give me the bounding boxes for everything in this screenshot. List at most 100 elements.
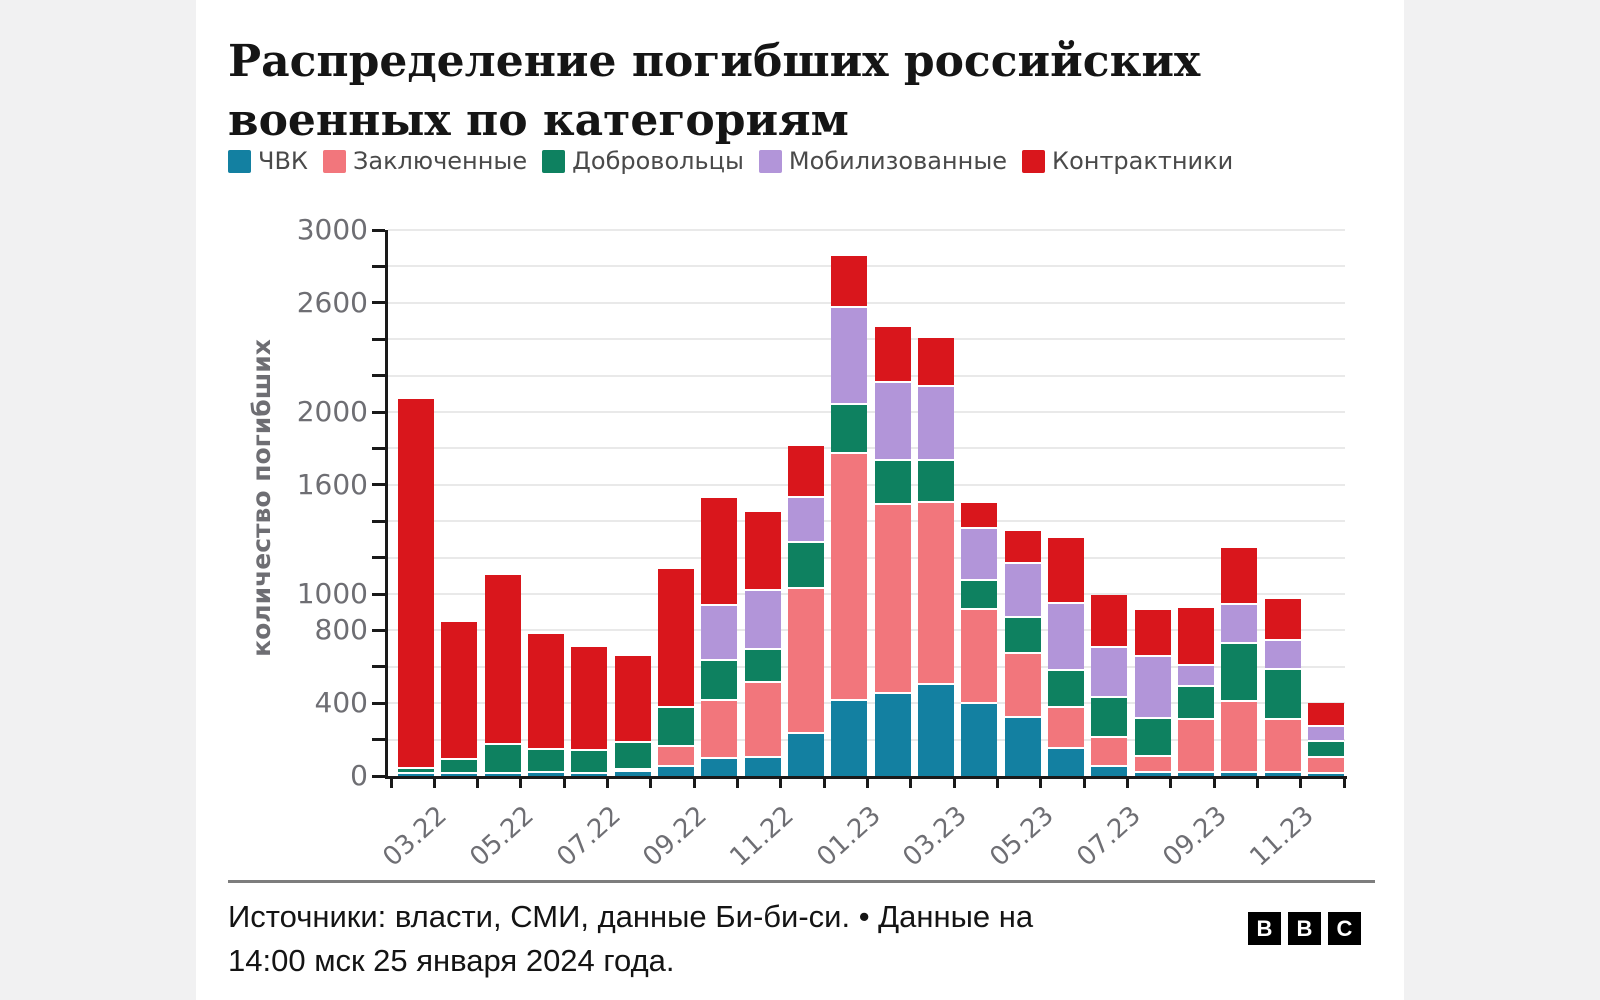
bar-segment-08.22-Добровольцы <box>614 743 651 770</box>
bar-segment-07.22-Контрактники <box>571 646 608 752</box>
x-tick-1 <box>432 776 436 788</box>
y-tick-1600 <box>372 483 385 487</box>
bar-segment-07.23-Контрактники <box>1091 594 1128 648</box>
bar-segment-09.23-Добровольцы <box>1177 686 1214 720</box>
bar-segment-11.23-Добровольцы <box>1264 669 1301 720</box>
y-tick-0 <box>372 774 385 778</box>
bar-segment-08.23-ЧВК <box>1134 773 1171 776</box>
bar-segment-12.22-Добровольцы <box>787 543 824 589</box>
bar-segment-11.23-Мобилизованные <box>1264 641 1301 670</box>
bar-segment-05.23-ЧВК <box>1004 717 1041 776</box>
bar-segment-09.23-Мобилизованные <box>1177 665 1214 687</box>
bar-segment-10.23-Добровольцы <box>1221 644 1258 703</box>
x-tick-17 <box>1126 776 1130 788</box>
bar-segment-05.23-Контрактники <box>1004 531 1041 564</box>
legend-item-0: ЧВК <box>228 149 308 173</box>
bar-segment-12.23-Мобилизованные <box>1307 726 1344 743</box>
bar-segment-09.22-Контрактники <box>657 569 694 708</box>
legend-label: Мобилизованные <box>788 147 1008 175</box>
x-axis-line <box>385 776 1347 779</box>
bar-segment-02.23-Заключенные <box>874 504 911 695</box>
x-tick-13 <box>952 776 956 788</box>
legend: ЧВК Заключенные Добровольцы Мобилизованные К… <box>228 149 1248 173</box>
bar-segment-12.23-ЧВК <box>1307 774 1344 776</box>
bar-segment-10.22-Контрактники <box>701 498 738 606</box>
source-note: Источники: власти, СМИ, данные Би-би-си.… <box>228 895 1208 983</box>
bar-11.22 <box>744 512 781 776</box>
bar-segment-12.23-Добровольцы <box>1307 742 1344 758</box>
bar-segment-01.23-Добровольцы <box>831 404 868 454</box>
bar-segment-12.22-Контрактники <box>787 445 824 498</box>
legend-label: Контрактники <box>1052 147 1234 175</box>
x-tick-15 <box>1039 776 1043 788</box>
bar-segment-09.23-Заключенные <box>1177 719 1214 774</box>
bar-segment-01.23-ЧВК <box>831 701 868 776</box>
y-tick-label-1000: 1000 <box>296 577 368 610</box>
y-tick-1400 <box>372 519 385 523</box>
bar-segment-07.23-Заключенные <box>1091 737 1128 767</box>
bar-segment-08.22-Заключенные <box>614 769 651 773</box>
bar-04.23 <box>961 503 998 776</box>
bar-05.23 <box>1004 531 1041 776</box>
bar-segment-10.22-ЧВК <box>701 758 738 776</box>
bar-segment-08.22-ЧВК <box>614 772 651 776</box>
bar-segment-09.23-ЧВК <box>1177 773 1214 776</box>
bar-segment-05.22-Контрактники <box>484 574 521 746</box>
bar-segment-07.23-Мобилизованные <box>1091 647 1128 698</box>
bar-segment-05.22-ЧВК <box>484 774 521 776</box>
y-tick-2400 <box>372 337 385 341</box>
bar-segment-06.22-Добровольцы <box>527 749 564 774</box>
bar-segment-04.23-Заключенные <box>961 610 998 705</box>
y-tick-2000 <box>372 410 385 414</box>
bar-02.23 <box>874 326 911 776</box>
bar-segment-06.23-Заключенные <box>1047 707 1084 749</box>
bar-segment-08.23-Добровольцы <box>1134 718 1171 757</box>
legend-swatch-icon <box>322 149 346 173</box>
x-tick-7 <box>692 776 696 788</box>
bar-segment-10.22-Заключенные <box>701 701 738 759</box>
x-tick-10 <box>822 776 826 788</box>
bar-segment-06.23-Контрактники <box>1047 537 1084 605</box>
chart-title-line2: военных по категориям <box>228 94 849 146</box>
bar-segment-01.23-Мобилизованные <box>831 308 868 405</box>
bar-segment-04.22-ЧВК <box>441 774 478 776</box>
bar-segment-05.23-Заключенные <box>1004 654 1041 718</box>
bar-10.22 <box>701 498 738 776</box>
y-tick-label-0: 0 <box>350 759 368 792</box>
gridline-y-3000 <box>388 229 1345 231</box>
bar-segment-03.23-ЧВК <box>917 685 954 776</box>
legend-item-1: Заключенные <box>322 149 527 173</box>
source-note-line2: 14:00 мск 25 января 2024 года. <box>228 943 675 979</box>
bar-segment-03.22-Контрактники <box>398 399 434 769</box>
bar-segment-03.22-Добровольцы <box>398 768 434 775</box>
bar-segment-06.22-Контрактники <box>527 634 564 750</box>
bar-03.23 <box>917 338 954 776</box>
bar-05.22 <box>484 574 521 776</box>
legend-swatch-icon <box>228 149 251 173</box>
x-tick-19 <box>1212 776 1216 788</box>
x-tick-4 <box>562 776 566 788</box>
bbc-logo-letter-2: C <box>1328 912 1361 945</box>
bar-08.22 <box>614 655 651 776</box>
bar-segment-01.23-Контрактники <box>831 256 868 309</box>
bar-segment-12.23-Заключенные <box>1307 757 1344 775</box>
bar-06.23 <box>1047 537 1084 776</box>
source-note-line1: Источники: власти, СМИ, данные Би-би-си.… <box>228 899 1034 934</box>
bar-segment-11.23-Контрактники <box>1264 599 1301 642</box>
y-tick-label-2000: 2000 <box>296 395 368 428</box>
x-tick-5 <box>606 776 610 788</box>
bar-segment-04.23-ЧВК <box>961 704 998 776</box>
bar-03.22 <box>398 399 434 776</box>
bar-segment-07.22-ЧВК <box>571 774 608 776</box>
chart-title: Распределение погибших российских военны… <box>228 33 1288 149</box>
y-tick-2600 <box>372 301 385 305</box>
bar-segment-02.23-Мобилизованные <box>874 382 911 462</box>
bar-segment-08.23-Заключенные <box>1134 756 1171 774</box>
y-tick-800 <box>372 628 385 632</box>
y-tick-label-400: 400 <box>314 686 368 720</box>
x-tick-12 <box>909 776 913 788</box>
y-tick-400 <box>372 701 385 705</box>
bar-segment-11.22-Контрактники <box>744 512 781 592</box>
bar-12.23 <box>1307 703 1344 776</box>
bar-segment-06.22-ЧВК <box>527 773 564 776</box>
